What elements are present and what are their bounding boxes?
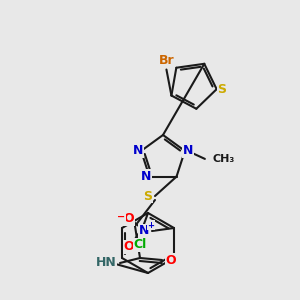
Text: O: O <box>124 212 134 226</box>
Text: CH₃: CH₃ <box>213 154 235 164</box>
Text: Cl: Cl <box>134 238 147 251</box>
Text: N: N <box>183 144 193 158</box>
Text: −: − <box>117 212 125 222</box>
Text: S: S <box>143 190 152 202</box>
Text: HN: HN <box>96 256 116 269</box>
Text: S: S <box>217 83 226 96</box>
Text: N: N <box>139 224 149 238</box>
Text: +: + <box>148 220 154 230</box>
Text: Br: Br <box>159 54 174 67</box>
Text: N: N <box>133 144 143 158</box>
Text: O: O <box>124 241 134 254</box>
Text: O: O <box>166 254 176 266</box>
Text: N: N <box>141 170 152 183</box>
